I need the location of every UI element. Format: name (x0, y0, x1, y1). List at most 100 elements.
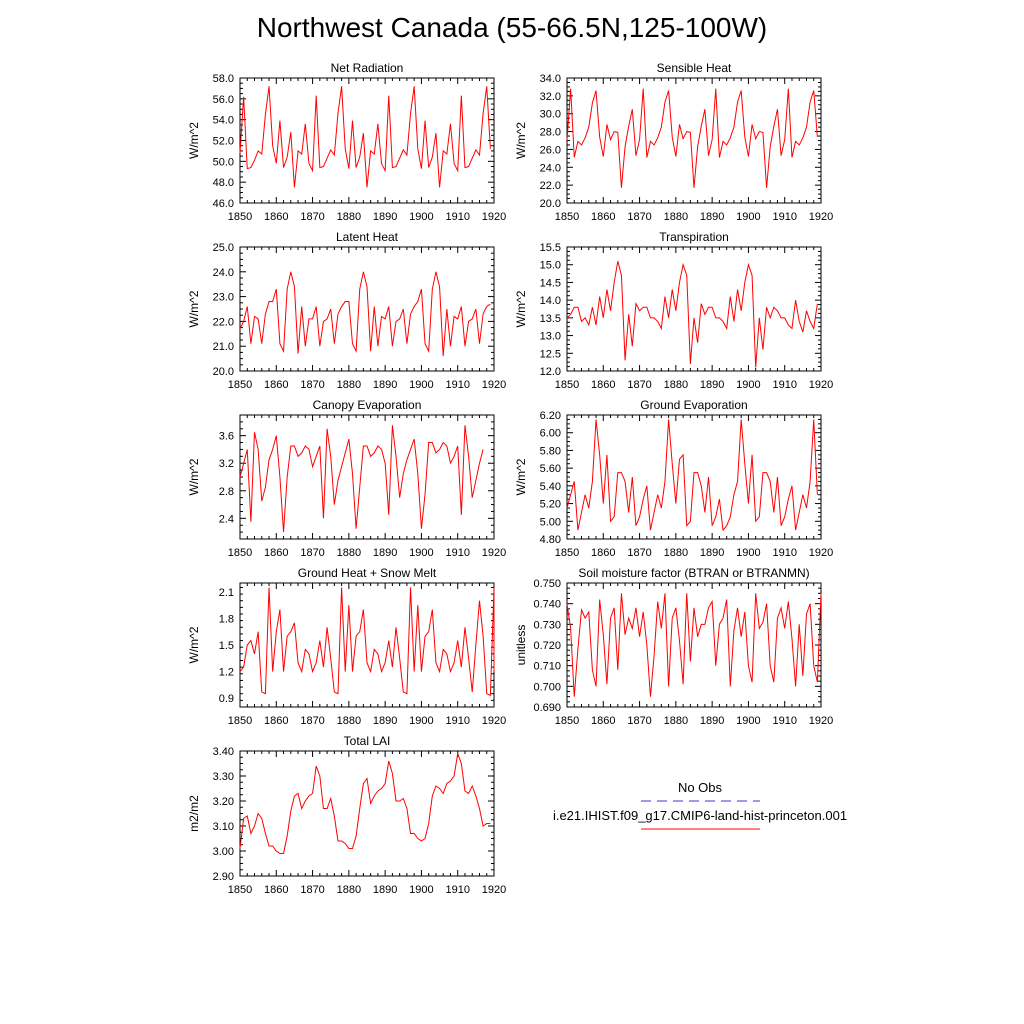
y-tick-label: 5.60 (540, 463, 561, 475)
x-tick-label: 1920 (482, 547, 506, 559)
x-tick-label: 1880 (664, 211, 688, 223)
y-axis-label: W/m^2 (514, 290, 528, 327)
x-tick-label: 1900 (736, 715, 760, 727)
x-tick-label: 1870 (627, 715, 651, 727)
series-line (566, 261, 818, 368)
x-tick-label: 1900 (736, 211, 760, 223)
panel-title: Canopy Evaporation (313, 398, 422, 412)
y-tick-label: 3.30 (213, 771, 234, 783)
legend-model-label: i.e21.IHIST.f09_g17.CMIP6-land-hist-prin… (553, 808, 847, 823)
y-tick-label: 3.2 (219, 458, 234, 470)
chart-panel-9: Total LAI 1850 1860 1870 1880 1890 1900 1910 192… (187, 734, 506, 896)
x-tick-label: 1880 (337, 211, 361, 223)
y-tick-label: 0.9 (219, 693, 234, 705)
x-tick-label: 1880 (337, 884, 361, 896)
panel-title: Net Radiation (331, 61, 404, 75)
x-tick-label: 1920 (482, 715, 506, 727)
x-tick-label: 1910 (445, 547, 469, 559)
x-tick-label: 1850 (555, 211, 579, 223)
x-tick-label: 1910 (772, 379, 796, 391)
y-tick-label: 0.710 (533, 661, 561, 673)
y-tick-label: 6.00 (540, 428, 561, 440)
panel-title: Ground Heat + Snow Melt (298, 566, 437, 580)
y-tick-label: 20.0 (540, 198, 561, 210)
y-tick-label: 14.5 (540, 277, 561, 289)
x-tick-label: 1900 (409, 379, 433, 391)
x-tick-label: 1870 (300, 715, 324, 727)
y-tick-label: 3.10 (213, 821, 234, 833)
panel-title: Sensible Heat (657, 61, 732, 75)
y-tick-label: 32.0 (540, 91, 561, 103)
y-tick-label: 26.0 (540, 144, 561, 156)
x-tick-label: 1900 (736, 547, 760, 559)
y-tick-label: 0.730 (533, 619, 561, 631)
x-tick-label: 1920 (809, 211, 833, 223)
x-tick-label: 1880 (337, 715, 361, 727)
y-axis-label: unitless (514, 625, 528, 666)
y-tick-label: 5.20 (540, 499, 561, 511)
legend-obs-label: No Obs (678, 780, 723, 795)
x-tick-label: 1860 (264, 211, 288, 223)
x-tick-label: 1880 (664, 379, 688, 391)
x-tick-label: 1850 (555, 379, 579, 391)
series-line (566, 88, 818, 188)
plot-frame (239, 750, 495, 877)
x-tick-label: 1850 (555, 715, 579, 727)
x-tick-label: 1890 (700, 547, 724, 559)
y-tick-label: 34.0 (540, 73, 561, 85)
x-tick-label: 1880 (664, 715, 688, 727)
page-title: Northwest Canada (55-66.5N,125-100W) (256, 12, 768, 43)
y-tick-label: 3.20 (213, 796, 234, 808)
x-tick-label: 1850 (555, 547, 579, 559)
series-line (239, 587, 495, 697)
y-tick-label: 0.740 (533, 599, 561, 611)
series-line (566, 419, 818, 532)
plot-frame (239, 414, 495, 540)
y-tick-label: 48.0 (213, 177, 234, 189)
x-tick-label: 1860 (591, 547, 615, 559)
x-tick-label: 1890 (373, 884, 397, 896)
chart-panel-7: Ground Heat + Snow Melt 1850 1860 1870 1880 1… (187, 566, 506, 727)
x-tick-label: 1910 (445, 884, 469, 896)
x-tick-label: 1880 (664, 547, 688, 559)
x-tick-label: 1890 (373, 547, 397, 559)
x-tick-label: 1890 (373, 379, 397, 391)
y-tick-label: 5.40 (540, 481, 561, 493)
x-tick-label: 1870 (627, 211, 651, 223)
y-tick-label: 58.0 (213, 73, 234, 85)
y-tick-label: 1.8 (219, 613, 234, 625)
x-tick-label: 1850 (228, 379, 252, 391)
y-axis-label: W/m^2 (187, 122, 201, 159)
x-tick-label: 1910 (445, 379, 469, 391)
x-tick-label: 1870 (300, 884, 324, 896)
x-tick-label: 1890 (700, 715, 724, 727)
series-line (239, 86, 491, 188)
y-tick-label: 21.0 (213, 341, 234, 353)
y-tick-label: 24.0 (213, 267, 234, 279)
x-tick-label: 1910 (445, 715, 469, 727)
x-tick-label: 1860 (264, 379, 288, 391)
x-tick-label: 1860 (591, 715, 615, 727)
x-tick-label: 1870 (627, 547, 651, 559)
y-tick-label: 12.0 (540, 366, 561, 378)
x-tick-label: 1920 (482, 211, 506, 223)
y-tick-label: 6.20 (540, 410, 561, 422)
panel-title: Total LAI (344, 734, 391, 748)
y-tick-label: 15.5 (540, 242, 561, 254)
x-tick-label: 1890 (700, 379, 724, 391)
y-tick-label: 15.0 (540, 260, 561, 272)
chart-panel-8: Soil moisture factor (BTRAN or BTRANMN) 1… (514, 566, 833, 727)
y-tick-label: 20.0 (213, 366, 234, 378)
x-tick-label: 1900 (409, 884, 433, 896)
y-tick-label: 2.8 (219, 486, 234, 498)
y-tick-label: 2.90 (213, 871, 234, 883)
plot-frame (566, 582, 822, 708)
x-tick-label: 1880 (337, 379, 361, 391)
x-tick-label: 1860 (264, 547, 288, 559)
y-tick-label: 13.0 (540, 331, 561, 343)
x-tick-label: 1900 (736, 379, 760, 391)
y-tick-label: 3.6 (219, 431, 234, 443)
x-tick-label: 1850 (228, 715, 252, 727)
y-tick-label: 4.80 (540, 534, 561, 546)
